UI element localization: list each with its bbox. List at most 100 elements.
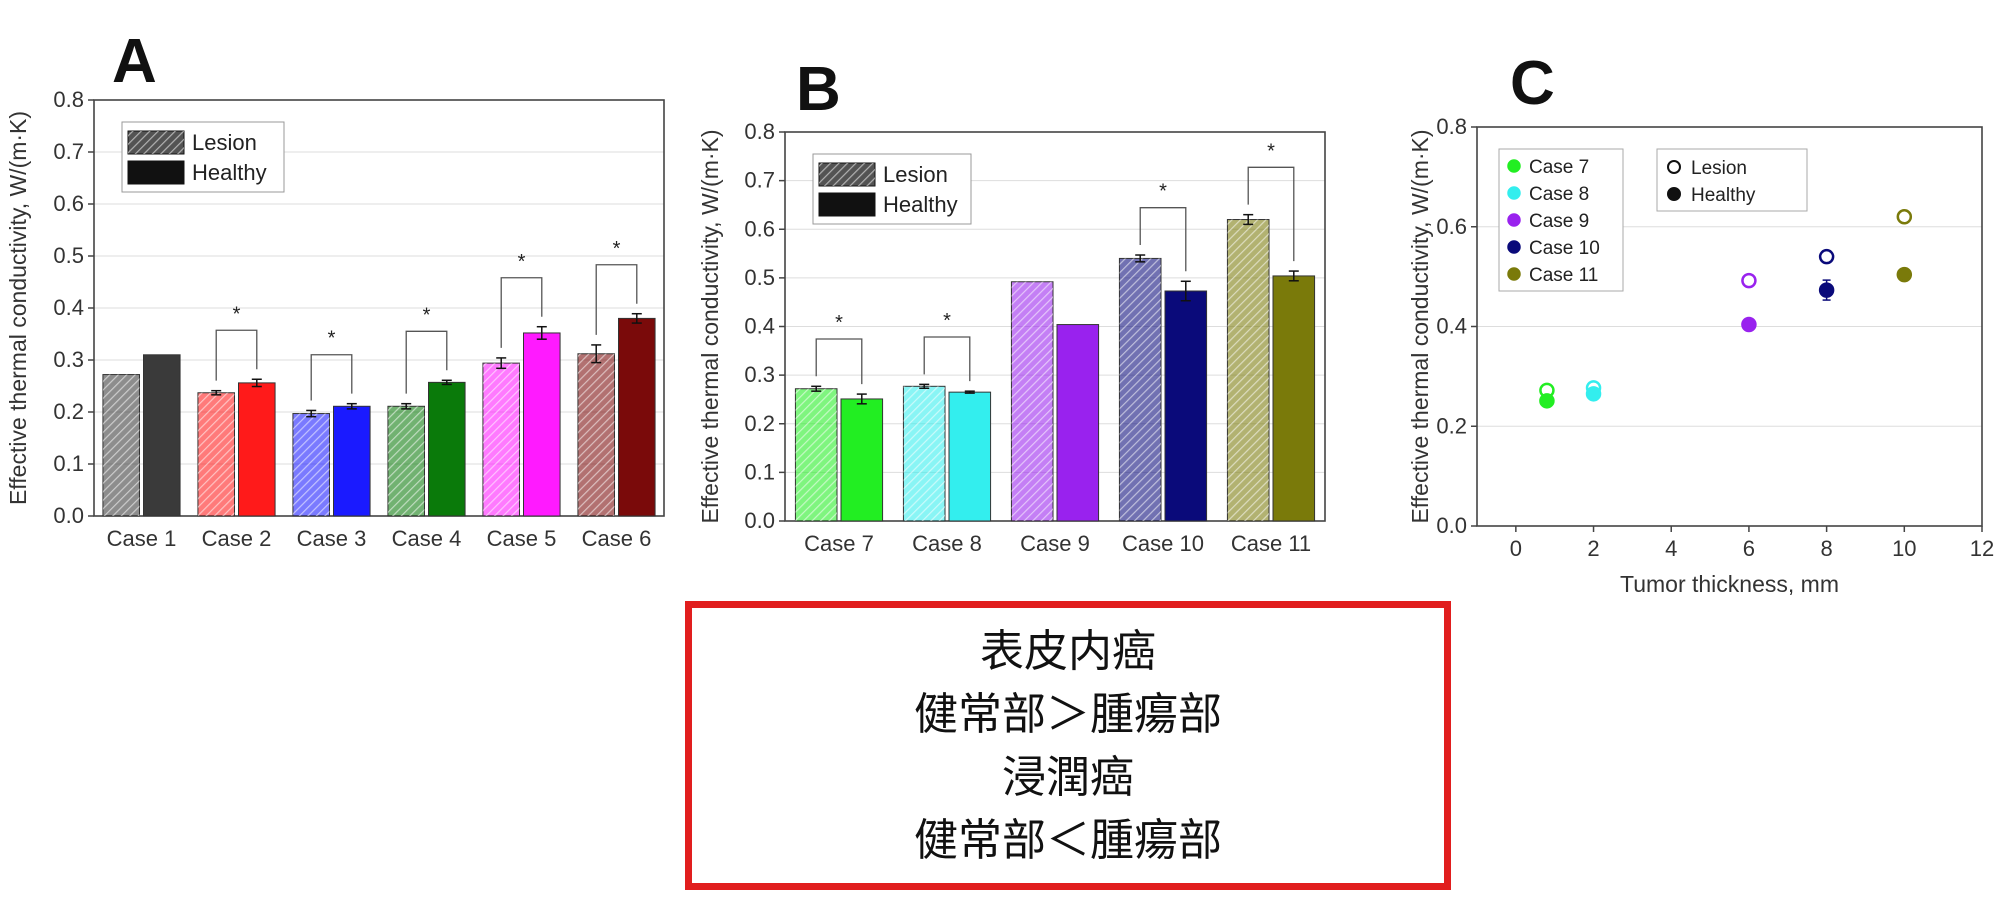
significance-bracket [595, 264, 638, 335]
point-lesion [1896, 209, 1913, 225]
panel-c-letter: C [1510, 49, 1555, 118]
y-tick-label: 0.0 [744, 508, 775, 533]
bar-lesion-hatch [1227, 219, 1269, 521]
y-tick-label: 0.6 [1436, 214, 1467, 239]
bar-healthy [1272, 275, 1316, 522]
bar-lesion-hatch [795, 388, 837, 521]
point-healthy [1818, 282, 1835, 298]
panel-c-chart: C 0.0 0.2 0.4 0.6 0.8 0 2 4 6 8 10 12 Effective therm… [1407, 49, 1994, 597]
bar-healthy [1056, 324, 1100, 522]
x-tick-label: Case 10 [1122, 531, 1204, 556]
legend-marker-lesion [1667, 160, 1681, 174]
legend-label-healthy: Healthy [192, 160, 267, 185]
legend-swatch-healthy [127, 160, 185, 185]
y-axis-title: Effective thermal conductivity, W/(m·K) [697, 129, 723, 523]
bar-lesion-hatch [903, 386, 945, 521]
significance-bracket [815, 338, 863, 385]
x-tick-label: 2 [1587, 536, 1599, 561]
legend-label-healthy: Healthy [883, 192, 958, 217]
summary-box: 表皮内癌 健常部＞腫瘍部 浸潤癌 健常部＜腫瘍部 [685, 601, 1451, 890]
legend-markers-box [1656, 148, 1808, 212]
legend-swatch-hatch [128, 131, 184, 154]
plot-frame [784, 131, 1326, 522]
x-tick-label: Case 6 [582, 526, 652, 551]
point-healthy [1539, 393, 1555, 409]
x-tick-label: 12 [1970, 536, 1994, 561]
point-healthy [1741, 316, 1757, 333]
bar-lesion-hatch [577, 353, 615, 516]
y-tick-label: 0.8 [1436, 114, 1467, 139]
legend-case-marker [1507, 267, 1521, 281]
y-axis-title: Effective thermal conductivity, W/(m·K) [5, 111, 31, 505]
bar-healthy [618, 317, 656, 517]
significance-bracket [215, 329, 258, 381]
y-tick-label: 0.3 [744, 362, 775, 387]
legend-marker-healthy [1667, 187, 1681, 201]
legend-case-label: Case 9 [1529, 211, 1589, 232]
x-tick-label: 0 [1510, 536, 1522, 561]
y-tick-label: 0.7 [53, 139, 84, 164]
legend-case-marker [1507, 213, 1521, 227]
y-tick-label: 0.6 [53, 191, 84, 216]
significance-star: * [423, 304, 431, 326]
x-tick-label: 4 [1665, 536, 1677, 561]
significance-bracket [310, 354, 353, 401]
panel-a-letter: A [112, 27, 157, 96]
x-tick-label: Case 3 [297, 526, 367, 551]
y-tick-label: 0.6 [744, 216, 775, 241]
summary-line-3: 浸潤癌 [1002, 751, 1134, 803]
significance-star: * [328, 328, 336, 350]
legend-label-lesion: Lesion [192, 130, 257, 155]
x-tick-label: Case 7 [804, 531, 874, 556]
bar-lesion-hatch [1011, 281, 1053, 521]
x-tick-label: Case 2 [202, 526, 272, 551]
x-tick-label: Case 5 [487, 526, 557, 551]
y-tick-label: 0.5 [744, 265, 775, 290]
x-tick-label: Case 4 [392, 526, 462, 551]
legend-case-label: Case 7 [1529, 157, 1589, 178]
legend-label-lesion: Lesion [1691, 158, 1747, 179]
y-tick-label: 0.8 [744, 119, 775, 144]
bar-healthy [948, 391, 992, 522]
x-tick-label: 10 [1892, 536, 1916, 561]
bar-lesion-hatch [197, 392, 235, 516]
significance-bracket [405, 330, 448, 394]
significance-star: * [943, 310, 951, 332]
legend-case-marker [1507, 186, 1521, 200]
x-tick-label: Case 11 [1231, 531, 1311, 556]
legend-swatch-healthy [818, 192, 876, 217]
y-tick-label: 0.1 [744, 459, 775, 484]
y-tick-label: 0.2 [744, 411, 775, 436]
y-tick-label: 0.7 [744, 168, 775, 193]
bar-healthy [428, 381, 466, 517]
significance-bracket [923, 336, 971, 382]
y-tick-label: 0.3 [53, 347, 84, 372]
point-lesion [1741, 272, 1757, 289]
significance-bracket [1247, 166, 1295, 262]
significance-bracket [500, 277, 543, 348]
point-healthy [1896, 266, 1913, 283]
bar-lesion-hatch [482, 363, 520, 516]
y-tick-label: 0.4 [1436, 314, 1467, 339]
bar-lesion-hatch [1119, 258, 1161, 521]
y-tick-label: 0.0 [53, 503, 84, 528]
y-tick-label: 0.4 [53, 295, 84, 320]
y-tick-label: 0.2 [53, 399, 84, 424]
legend-case-marker [1507, 240, 1521, 254]
panel-a-chart: A 0.0 0.1 0.2 0.3 0.4 0.5 0.6 0.7 0.8 Effective th… [5, 27, 665, 551]
point-healthy [1585, 386, 1602, 402]
panel-b-letter: B [796, 55, 841, 124]
legend-case-label: Case 11 [1529, 265, 1598, 286]
legend-swatch-hatch [819, 163, 875, 186]
bar-healthy [333, 405, 371, 517]
legend-label-lesion: Lesion [883, 162, 948, 187]
y-tick-label: 0.4 [744, 314, 775, 339]
y-axis-title: Effective thermal conductivity, W/(m·K) [1407, 129, 1433, 523]
bar-healthy [523, 332, 561, 517]
y-tick-label: 0.5 [53, 243, 84, 268]
x-tick-label: Case 1 [107, 526, 177, 551]
legend-case-label: Case 10 [1529, 238, 1600, 259]
x-tick-label: 6 [1743, 536, 1755, 561]
x-axis-title: Tumor thickness, mm [1620, 571, 1839, 597]
y-tick-label: 0.8 [53, 87, 84, 112]
